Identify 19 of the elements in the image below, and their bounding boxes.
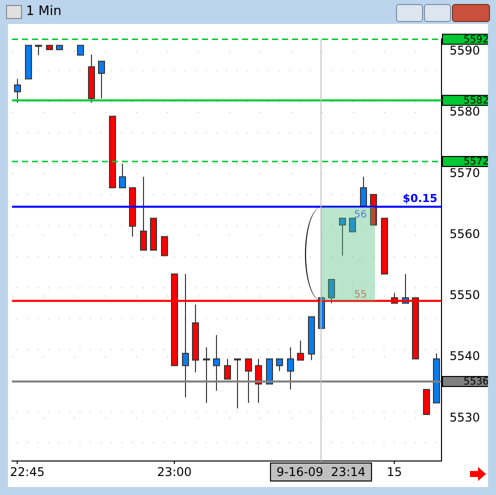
ref-line-label: 5582: [463, 95, 489, 106]
ref-line-label: 5572: [463, 156, 489, 168]
ref-line-label: 5536: [463, 376, 489, 388]
ref-line-label: 5592: [463, 34, 489, 46]
y-tick-label: 5530: [449, 410, 480, 424]
y-tick-label: 5580: [449, 104, 480, 119]
y-tick-label: 5550: [449, 288, 480, 302]
y-tick-label: 5560: [449, 226, 480, 241]
annotation: 55: [354, 289, 367, 300]
x-tick-label: 15: [386, 465, 402, 480]
y-tick-label: 5570: [449, 166, 480, 180]
chart-title: 1 Min: [26, 4, 62, 19]
y-tick-label: 5590: [449, 44, 480, 58]
x-tick-label: 9-16-09 23:14: [276, 465, 366, 480]
annotation: $0.15: [402, 192, 438, 206]
annotation: 56: [354, 209, 367, 220]
x-tick-label: 22:45: [10, 465, 45, 480]
y-tick-label: 5540: [449, 349, 480, 364]
x-tick-label: 23:00: [157, 465, 192, 480]
